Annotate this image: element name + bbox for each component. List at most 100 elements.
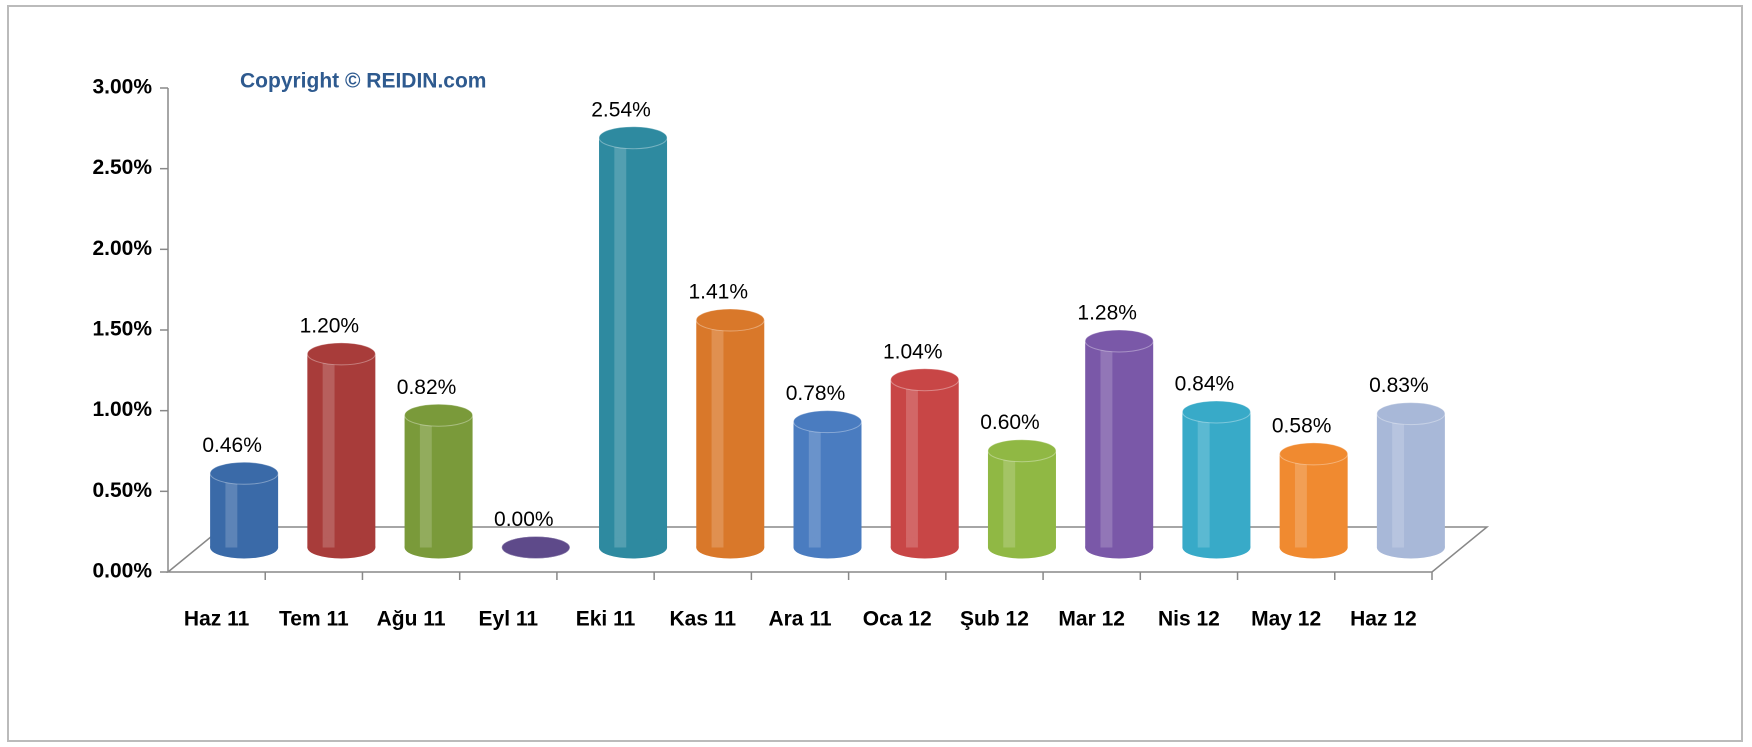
y-tick-label: 3.00% bbox=[92, 76, 152, 99]
bar-highlight bbox=[614, 137, 627, 548]
bar bbox=[598, 126, 668, 559]
y-tick-label: 2.00% bbox=[92, 237, 152, 260]
y-tick-label: 1.00% bbox=[92, 398, 152, 421]
bar-top bbox=[1279, 442, 1349, 466]
x-tick-label: Ara 11 bbox=[768, 608, 831, 631]
bar-bottom bbox=[1376, 536, 1445, 559]
bar-shade bbox=[988, 451, 1056, 548]
x-tick-label: Haz 11 bbox=[184, 608, 250, 631]
bar-body bbox=[1182, 411, 1251, 548]
bar-top bbox=[306, 342, 376, 366]
value-label: 0.60% bbox=[980, 411, 1040, 434]
x-tick-label: May 12 bbox=[1251, 608, 1321, 631]
value-label: 0.58% bbox=[1272, 414, 1332, 437]
bar-body bbox=[1279, 453, 1348, 548]
bar-highlight bbox=[1294, 453, 1307, 548]
bar-shade bbox=[307, 354, 375, 548]
bar-body bbox=[307, 353, 376, 548]
bar-body bbox=[404, 415, 473, 548]
value-label: 0.82% bbox=[397, 376, 457, 399]
bar-highlight bbox=[1392, 413, 1405, 548]
frame bbox=[7, 5, 1743, 742]
bar-highlight bbox=[1100, 340, 1113, 548]
bar bbox=[695, 308, 765, 559]
bar-shade bbox=[1085, 341, 1153, 548]
x-tick-label: Oca 12 bbox=[863, 608, 932, 631]
bar-highlight bbox=[808, 421, 821, 548]
x-tick-label: Ağu 11 bbox=[377, 608, 446, 631]
bar-bottom bbox=[307, 536, 376, 559]
value-label: 1.20% bbox=[300, 314, 360, 337]
bar bbox=[793, 410, 862, 559]
bar-body bbox=[599, 137, 668, 548]
bar-bottom bbox=[1279, 536, 1348, 559]
value-label: 1.04% bbox=[883, 340, 943, 363]
bar-bottom bbox=[890, 536, 959, 559]
bar-bottom bbox=[696, 536, 765, 559]
bar-shade bbox=[794, 422, 862, 548]
bar-highlight bbox=[322, 353, 335, 548]
bar bbox=[306, 342, 376, 559]
bar-shade bbox=[696, 320, 764, 547]
x-tick-label: Eyl 11 bbox=[479, 608, 539, 631]
bar-top bbox=[793, 410, 862, 434]
bar-bottom bbox=[210, 536, 279, 559]
x-tick-label: Şub 12 bbox=[960, 608, 1029, 631]
bar bbox=[987, 439, 1057, 559]
bar-top bbox=[1181, 400, 1251, 424]
bar-shade bbox=[405, 415, 473, 547]
value-label: 0.84% bbox=[1175, 373, 1235, 396]
x-tick-label: Mar 12 bbox=[1058, 608, 1125, 631]
value-label: 1.41% bbox=[688, 281, 748, 304]
bar bbox=[1279, 442, 1349, 559]
value-label: 0.00% bbox=[494, 508, 554, 531]
bar-body bbox=[1376, 413, 1445, 548]
bar-highlight bbox=[711, 320, 724, 548]
value-label: 0.46% bbox=[202, 434, 262, 457]
bar-body bbox=[793, 421, 862, 548]
annotation: Copyright © REIDIN.com bbox=[240, 70, 486, 93]
x-tick-label: Kas 11 bbox=[669, 608, 736, 631]
bar-shade bbox=[599, 138, 667, 548]
bar bbox=[404, 403, 474, 559]
bar-highlight bbox=[419, 415, 432, 548]
bar-bottom bbox=[987, 536, 1056, 559]
bar-bottom bbox=[404, 536, 473, 559]
bar-top bbox=[1084, 329, 1154, 353]
bar-body bbox=[890, 379, 959, 548]
value-label: 0.78% bbox=[786, 382, 846, 405]
bar bbox=[1181, 400, 1251, 559]
y-tick-label: 0.50% bbox=[92, 479, 152, 502]
bar-bottom bbox=[1182, 536, 1251, 559]
bar-highlight bbox=[906, 379, 918, 548]
x-tick-label: Eki 11 bbox=[576, 608, 636, 631]
y-tick-label: 2.50% bbox=[92, 156, 152, 179]
y-tick-label: 1.50% bbox=[92, 318, 152, 341]
bar-body bbox=[210, 473, 279, 548]
bar bbox=[209, 461, 279, 559]
x-tick-label: Tem 11 bbox=[279, 608, 349, 631]
value-label: 0.83% bbox=[1369, 374, 1429, 397]
bar-body bbox=[696, 320, 765, 548]
bar bbox=[501, 536, 571, 559]
bar-top bbox=[695, 308, 765, 332]
bar-top bbox=[209, 461, 279, 485]
bar-bottom bbox=[1085, 536, 1154, 559]
bar-highlight bbox=[1003, 450, 1016, 548]
value-label: 2.54% bbox=[591, 98, 651, 121]
value-label: 1.28% bbox=[1077, 302, 1137, 325]
bar-bottom bbox=[599, 536, 668, 559]
bar-shade bbox=[1377, 414, 1445, 548]
bar-body bbox=[987, 450, 1056, 548]
x-tick-label: Nis 12 bbox=[1158, 608, 1220, 631]
bar-top bbox=[404, 403, 474, 427]
bar-shade bbox=[1182, 412, 1250, 548]
bar-shade bbox=[891, 380, 959, 548]
bar-highlight bbox=[1197, 411, 1210, 548]
bar-bottom bbox=[793, 536, 862, 559]
y-tick-label: 0.00% bbox=[92, 560, 152, 583]
bar-top bbox=[598, 126, 668, 150]
bar-top bbox=[1376, 402, 1446, 426]
